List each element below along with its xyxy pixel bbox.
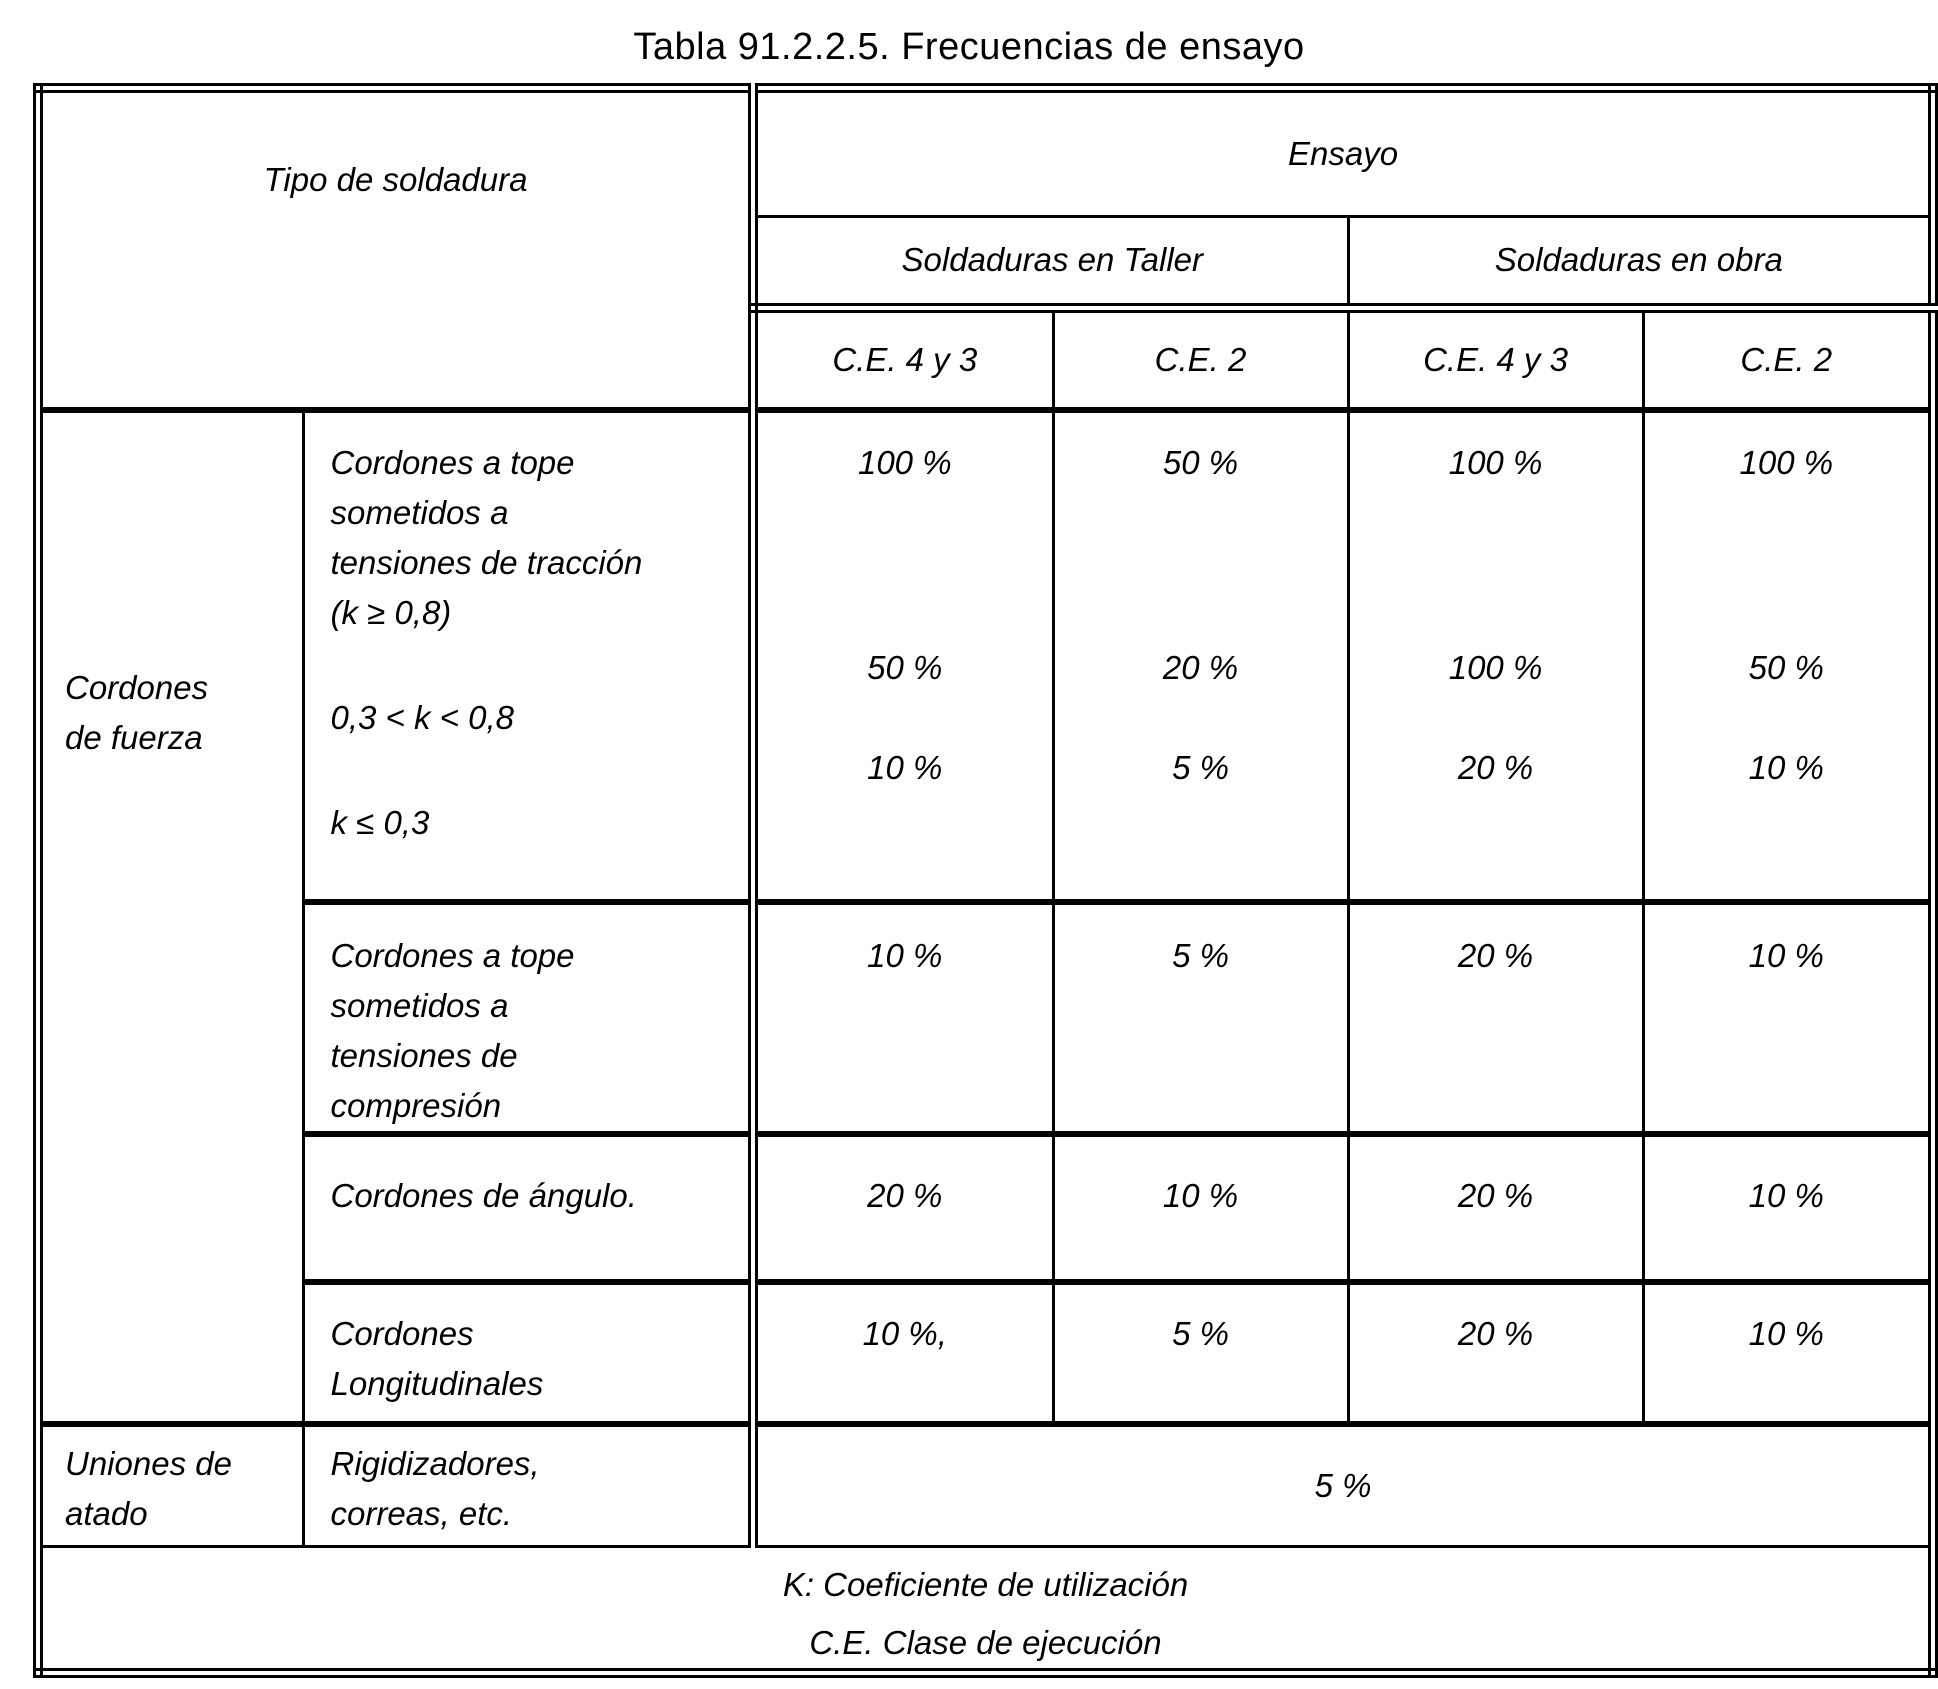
value-cell: 20 %: [1457, 749, 1534, 786]
row-angulo: Cordones de ángulo. 20 % 10 % 20 % 10 %: [38, 1132, 1935, 1285]
values-traccion-taller-ce43: 100 % 50 % 10 %: [748, 408, 1055, 905]
label-angulo: Cordones de ángulo.: [330, 1177, 637, 1214]
values-traccion-obra-ce43: 100 % 100 % 20 %: [1346, 408, 1645, 905]
subtype-longitudinales: Cordones Longitudinales: [301, 1280, 755, 1427]
values-compresion-obra-ce2: 10 %: [1641, 900, 1935, 1137]
header-row-ensayo: Tipo de soldadura Ensayo: [36, 86, 1935, 413]
value-cell: 10 %: [867, 937, 943, 974]
header-taller-ce-4y3: C.E. 4 y 3: [748, 306, 1055, 413]
value-cell: 20 %: [1162, 649, 1239, 686]
value-cell: 5 %: [1172, 1315, 1229, 1352]
row-uniones-de-atado: Uniones de atado Rigidizadores, correas,…: [36, 1422, 1935, 1548]
header-tipo-de-soldadura: Tipo de soldadura: [36, 86, 755, 413]
value-cell: 10 %: [1162, 1177, 1239, 1214]
values-traccion-taller-ce2: 50 % 20 % 5 %: [1051, 408, 1350, 905]
test-frequencies-table: Tipo de soldadura Ensayo Soldaduras en T…: [33, 83, 1938, 1678]
header-taller-ce-2: C.E. 2: [1051, 306, 1350, 413]
value-cell: 50 %: [1748, 649, 1824, 686]
subtype-traccion: Cordones a tope sometidos a tensiones de…: [301, 408, 755, 905]
label-rigidizadores: Rigidizadores, correas, etc.: [330, 1445, 540, 1532]
header-ensayo: Ensayo: [748, 86, 1935, 218]
label-longitudinales: Cordones Longitudinales: [330, 1315, 544, 1402]
values-longitudinales-obra-ce43: 20 %: [1346, 1280, 1645, 1427]
header-row-zonas: Soldaduras en Taller Soldaduras en obra: [38, 214, 1935, 313]
value-cell: 5 %: [1172, 937, 1229, 974]
value-cell: 10 %: [867, 749, 943, 786]
subtype-compresion: Cordones a tope sometidos a tensiones de…: [301, 900, 755, 1137]
values-traccion-obra-ce2: 100 % 50 % 10 %: [1641, 408, 1935, 905]
value-cell: 10 %: [1748, 1315, 1824, 1352]
label-k-low: k ≤ 0,3: [330, 804, 430, 841]
header-obra-ce-4y3: C.E. 4 y 3: [1346, 306, 1645, 413]
values-angulo-taller-ce43: 20 %: [748, 1132, 1055, 1285]
value-uniones-de-atado: 5 %: [748, 1422, 1935, 1548]
value-cell: 100 %: [1739, 444, 1834, 481]
group-label-cordones-de-fuerza: Cordones de fuerza: [65, 669, 209, 756]
subtype-angulo: Cordones de ángulo.: [301, 1132, 755, 1285]
value-cell: 20 %: [867, 1177, 943, 1214]
notes-cell: K: Coeficiente de utilización C.E. Clase…: [36, 1544, 1935, 1674]
header-row-ce: C.E. 4 y 3 C.E. 2 C.E. 4 y 3 C.E. 2: [38, 306, 1935, 413]
value-cell: 100 %: [1448, 649, 1543, 686]
label-traccion: Cordones a tope sometidos a tensiones de…: [330, 444, 643, 631]
row-notes: K: Coeficiente de utilización C.E. Clase…: [36, 1544, 1935, 1674]
values-compresion-taller-ce2: 5 %: [1051, 900, 1350, 1137]
row-longitudinales: Cordones Longitudinales 10 %, 5 % 20 % 1…: [38, 1280, 1935, 1427]
group-label-uniones-de-atado: Uniones de atado: [65, 1445, 232, 1532]
values-longitudinales-taller-ce43: 10 %,: [748, 1280, 1055, 1427]
values-longitudinales-taller-ce2: 5 %: [1051, 1280, 1350, 1427]
values-angulo-obra-ce2: 10 %: [1641, 1132, 1935, 1285]
values-compresion-taller-ce43: 10 %: [748, 900, 1055, 1137]
value-cell: 20 %: [1457, 1177, 1534, 1214]
values-compresion-obra-ce43: 20 %: [1346, 900, 1645, 1137]
value-cell: 100 %: [1448, 444, 1543, 481]
value-cell: 50 %: [867, 649, 943, 686]
group-uniones-de-atado: Uniones de atado: [36, 1422, 305, 1548]
table-title: Tabla 91.2.2.5. Frecuencias de ensayo: [633, 26, 1305, 68]
label-k-mid: 0,3 < k < 0,8: [330, 699, 514, 736]
value-cell: 10 %: [1748, 749, 1824, 786]
note-ce-class: C.E. Clase de ejecución: [809, 1623, 1162, 1661]
header-obra-ce-2: C.E. 2: [1641, 306, 1935, 413]
value-cell: 10 %: [1748, 937, 1824, 974]
label-compresion: Cordones a tope sometidos a tensiones de…: [330, 937, 575, 1124]
note-k-coefficient: K: Coeficiente de utilización: [782, 1565, 1189, 1603]
header-soldaduras-en-taller: Soldaduras en Taller: [748, 214, 1350, 313]
values-longitudinales-obra-ce2: 10 %: [1641, 1280, 1935, 1427]
values-angulo-taller-ce2: 10 %: [1051, 1132, 1350, 1285]
value-cell: 20 %: [1457, 1315, 1534, 1352]
value-cell: 20 %: [1457, 937, 1534, 974]
subtype-rigidizadores: Rigidizadores, correas, etc.: [301, 1422, 755, 1548]
header-soldaduras-en-obra: Soldaduras en obra: [1346, 214, 1935, 313]
values-angulo-obra-ce43: 20 %: [1346, 1132, 1645, 1285]
value-cell: 10 %: [1748, 1177, 1824, 1214]
value-cell: 5 %: [1172, 749, 1229, 786]
value-cell: 10 %,: [862, 1315, 947, 1352]
group-cordones-de-fuerza: Cordones de fuerza: [36, 408, 305, 1427]
value-cell: 50 %: [1162, 444, 1239, 481]
value-cell: 100 %: [857, 444, 952, 481]
row-traccion: Cordones de fuerza Cordones a tope somet…: [36, 408, 1935, 1427]
row-compresion: Cordones a tope sometidos a tensiones de…: [38, 900, 1935, 1137]
value-cell: 5 %: [1314, 1466, 1372, 1504]
